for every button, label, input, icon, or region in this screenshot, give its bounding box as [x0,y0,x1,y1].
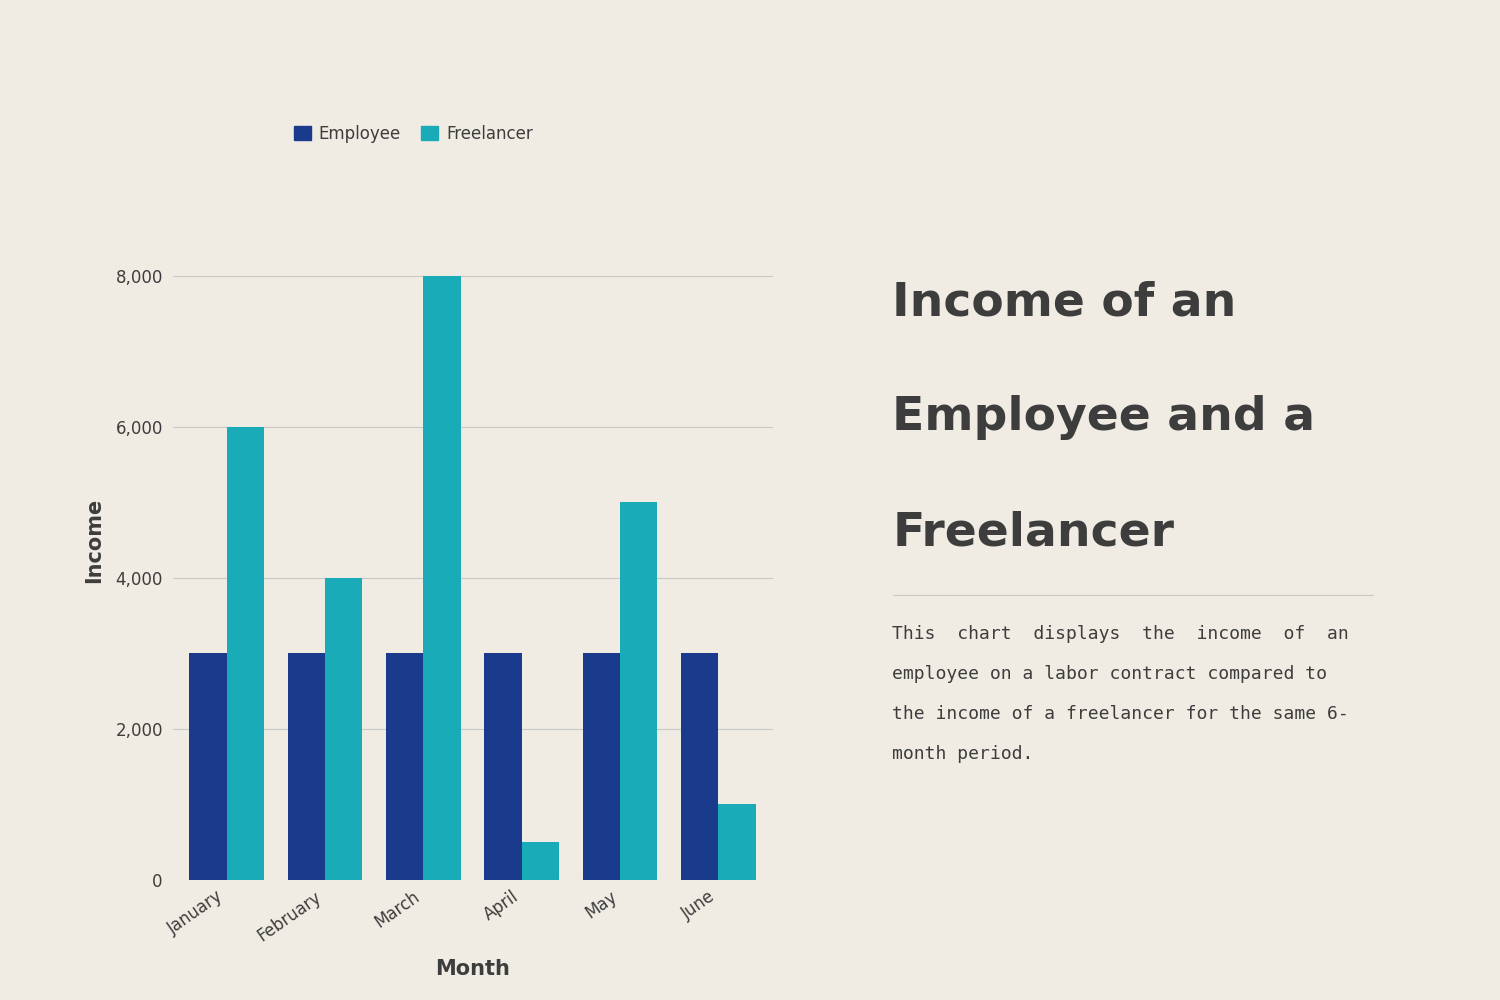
Text: employee on a labor contract compared to: employee on a labor contract compared to [892,665,1328,683]
Bar [484,653,522,880]
Bar [326,578,363,880]
Legend: Employee, Freelancer: Employee, Freelancer [290,120,538,148]
Text: month period.: month period. [892,745,1034,763]
Bar [288,653,326,880]
Bar [681,653,718,880]
Text: Freelancer: Freelancer [892,510,1174,555]
Text: Income of an: Income of an [892,280,1238,325]
Bar [620,502,657,880]
X-axis label: Month: Month [435,959,510,979]
Bar [189,653,226,880]
Bar [386,653,423,880]
Bar [522,842,560,880]
Text: Employee and a: Employee and a [892,395,1316,440]
Text: the income of a freelancer for the same 6-: the income of a freelancer for the same … [892,705,1350,723]
Bar [226,427,264,880]
Text: This  chart  displays  the  income  of  an: This chart displays the income of an [892,625,1350,643]
Bar [582,653,620,880]
Bar [718,804,756,880]
Bar [423,276,460,880]
Y-axis label: Income: Income [84,497,104,583]
